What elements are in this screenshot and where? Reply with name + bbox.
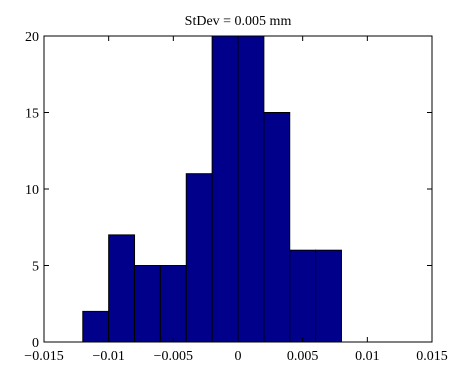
histogram-bar	[185, 173, 213, 343]
y-tick-label: 0	[32, 336, 39, 351]
histogram-bar	[82, 310, 110, 343]
histogram-bar	[289, 249, 317, 343]
y-tick-label: 10	[25, 183, 39, 198]
histogram-bar	[263, 112, 291, 343]
bars-layer	[82, 35, 342, 343]
histogram-bar	[108, 234, 136, 343]
histogram-bar	[134, 265, 161, 343]
x-tick-label: −0.015	[24, 349, 63, 364]
histogram-bar	[211, 35, 239, 343]
y-tick-label: 5	[32, 260, 39, 275]
x-tick-label: −0.01	[92, 349, 124, 364]
histogram-bar	[315, 249, 342, 343]
chart-title: StDev = 0.005 mm	[185, 14, 292, 29]
x-tick-label: 0.01	[355, 349, 380, 364]
y-tick-label: 15	[25, 107, 39, 122]
x-tick-label: 0	[235, 349, 242, 364]
x-tick-label: 0.005	[287, 349, 319, 364]
x-tick-label: 0.015	[416, 349, 448, 364]
y-axis: 0 5 10 15 20	[25, 30, 432, 351]
y-tick-label: 20	[25, 30, 39, 45]
x-axis: −0.015 −0.01 −0.005 0 0.005 0.01 0.015	[24, 36, 448, 364]
histogram-bar	[237, 35, 265, 343]
x-tick-label: −0.005	[154, 349, 193, 364]
histogram-bar	[159, 265, 187, 343]
